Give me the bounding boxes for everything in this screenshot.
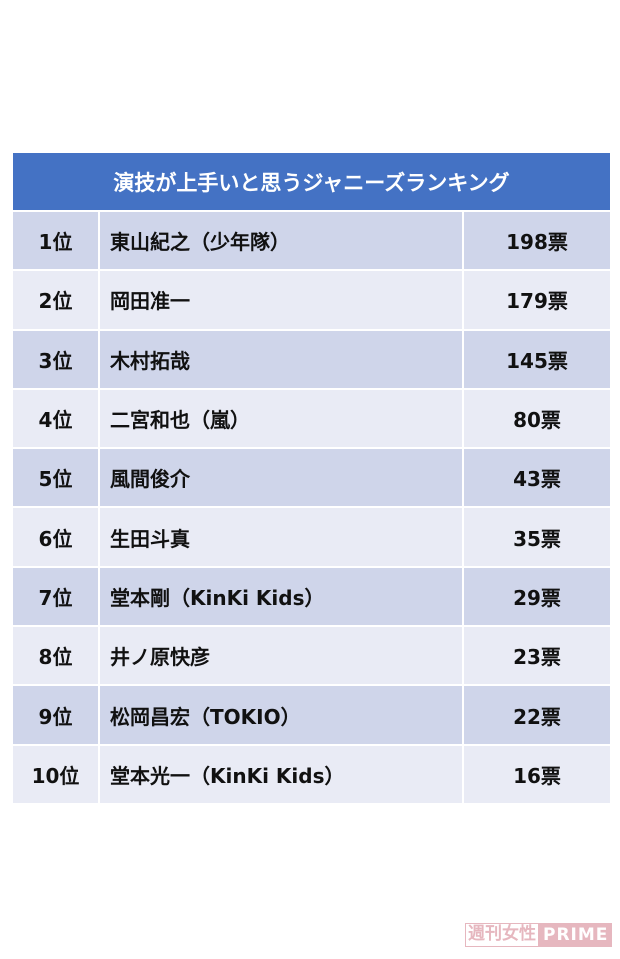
votes-cell: 22票 xyxy=(464,686,610,744)
table-title: 演技が上手いと思うジャニーズランキング xyxy=(13,153,610,212)
name-cell: 岡田准一 xyxy=(100,271,464,329)
rank-cell: 1位 xyxy=(13,212,100,270)
rank-cell: 7位 xyxy=(13,567,100,626)
table-row: 3位 木村拓哉 145票 xyxy=(13,330,610,390)
rank-cell: 8位 xyxy=(13,627,100,685)
rank-cell: 5位 xyxy=(13,449,100,507)
name-cell: 二宮和也（嵐） xyxy=(100,389,464,448)
votes-cell: 179票 xyxy=(464,271,610,329)
ranking-table: 演技が上手いと思うジャニーズランキング 1位 東山紀之（少年隊） 198票 2位 岡田准… xyxy=(13,153,610,805)
table-row: 5位 風間俊介 43票 xyxy=(13,449,610,509)
rank-cell: 6位 xyxy=(13,508,100,566)
votes-cell: 145票 xyxy=(464,330,610,388)
name-cell: 木村拓哉 xyxy=(100,330,464,388)
votes-cell: 43票 xyxy=(464,449,610,507)
rank-cell: 4位 xyxy=(13,389,100,448)
votes-cell: 16票 xyxy=(464,745,610,803)
rank-cell: 3位 xyxy=(13,330,100,388)
votes-cell: 29票 xyxy=(464,567,610,626)
watermark-part2: PRIME xyxy=(539,923,613,947)
rank-cell: 10位 xyxy=(13,745,100,803)
name-cell: 生田斗真 xyxy=(100,508,464,566)
table-row: 8位 井ノ原快彦 23票 xyxy=(13,627,610,687)
watermark-part1: 週刊女性 xyxy=(465,923,539,947)
table-row: 7位 堂本剛（KinKi Kids） 29票 xyxy=(13,567,610,628)
name-cell: 松岡昌宏（TOKIO） xyxy=(100,686,464,744)
table-body: 1位 東山紀之（少年隊） 198票 2位 岡田准一 179票 3位 木村拓哉 145票 4位 二宮和… xyxy=(13,212,610,805)
votes-cell: 23票 xyxy=(464,627,610,685)
rank-cell: 9位 xyxy=(13,686,100,744)
table-row: 2位 岡田准一 179票 xyxy=(13,271,610,331)
name-cell: 堂本光一（KinKi Kids） xyxy=(100,745,464,803)
table-row: 1位 東山紀之（少年隊） 198票 xyxy=(13,212,610,272)
name-cell: 井ノ原快彦 xyxy=(100,627,464,685)
votes-cell: 198票 xyxy=(464,212,610,270)
table-row: 6位 生田斗真 35票 xyxy=(13,508,610,568)
votes-cell: 35票 xyxy=(464,508,610,566)
table-row: 9位 松岡昌宏（TOKIO） 22票 xyxy=(13,686,610,746)
votes-cell: 80票 xyxy=(464,389,610,448)
table-row: 4位 二宮和也（嵐） 80票 xyxy=(13,389,610,450)
name-cell: 風間俊介 xyxy=(100,449,464,507)
name-cell: 東山紀之（少年隊） xyxy=(100,212,464,270)
name-cell: 堂本剛（KinKi Kids） xyxy=(100,567,464,626)
rank-cell: 2位 xyxy=(13,271,100,329)
watermark-logo: 週刊女性 PRIME xyxy=(465,923,613,947)
table-row: 10位 堂本光一（KinKi Kids） 16票 xyxy=(13,745,610,805)
